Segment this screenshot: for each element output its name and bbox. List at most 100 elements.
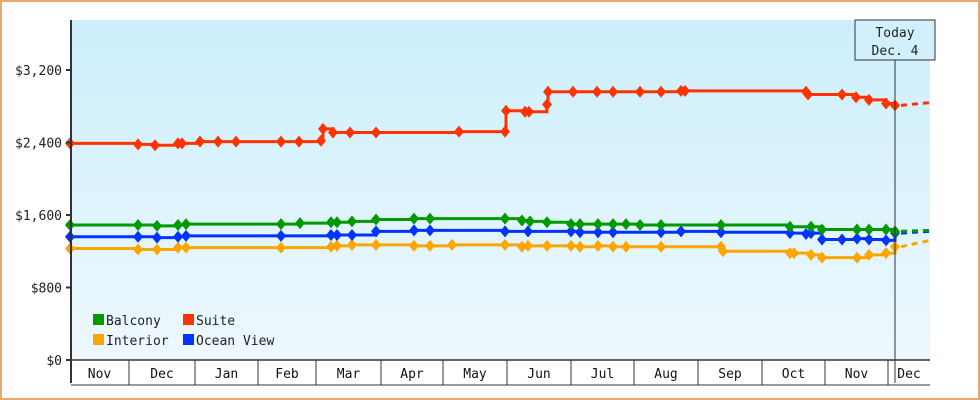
data-point-marker[interactable] — [806, 248, 816, 261]
data-point-marker[interactable] — [500, 212, 510, 225]
data-point-marker[interactable] — [656, 226, 666, 239]
data-point-marker[interactable] — [543, 85, 553, 98]
data-point-marker[interactable] — [517, 240, 527, 253]
data-point-marker[interactable] — [276, 218, 286, 231]
data-point-marker[interactable] — [152, 231, 162, 244]
data-point-marker[interactable] — [621, 218, 631, 231]
data-point-marker[interactable] — [656, 240, 666, 253]
data-point-marker[interactable] — [852, 251, 862, 264]
data-point-marker[interactable] — [575, 240, 585, 253]
data-point-marker[interactable] — [593, 239, 603, 252]
data-point-marker[interactable] — [213, 135, 223, 148]
data-point-marker[interactable] — [523, 239, 533, 252]
data-point-marker[interactable] — [566, 239, 576, 252]
data-point-marker[interactable] — [371, 238, 381, 251]
data-point-marker[interactable] — [409, 224, 419, 237]
data-point-marker[interactable] — [425, 239, 435, 252]
data-point-marker[interactable] — [656, 85, 666, 98]
legend-item-ocean-view[interactable]: Ocean View — [183, 334, 274, 349]
data-point-marker[interactable] — [837, 233, 847, 246]
data-point-marker[interactable] — [173, 230, 183, 243]
data-point-marker[interactable] — [716, 226, 726, 239]
data-point-marker[interactable] — [371, 126, 381, 139]
data-point-marker[interactable] — [332, 239, 342, 252]
data-point-marker[interactable] — [817, 223, 827, 236]
data-point-marker[interactable] — [177, 137, 187, 150]
data-point-marker[interactable] — [566, 225, 576, 238]
data-point-marker[interactable] — [425, 224, 435, 237]
data-point-marker[interactable] — [881, 234, 891, 247]
data-point-marker[interactable] — [173, 241, 183, 254]
data-point-marker[interactable] — [231, 135, 241, 148]
data-point-marker[interactable] — [345, 126, 355, 139]
data-point-marker[interactable] — [425, 212, 435, 225]
data-point-marker[interactable] — [575, 218, 585, 231]
data-point-marker[interactable] — [864, 223, 874, 236]
data-point-marker[interactable] — [542, 216, 552, 229]
data-point-marker[interactable] — [621, 240, 631, 253]
data-point-marker[interactable] — [881, 97, 891, 110]
data-point-marker[interactable] — [332, 228, 342, 241]
data-point-marker[interactable] — [718, 245, 728, 258]
data-point-marker[interactable] — [409, 212, 419, 225]
data-point-marker[interactable] — [881, 223, 891, 236]
data-point-marker[interactable] — [785, 220, 795, 233]
data-point-marker[interactable] — [173, 218, 183, 231]
data-point-marker[interactable] — [566, 218, 576, 231]
data-point-marker[interactable] — [152, 219, 162, 232]
data-point-marker[interactable] — [517, 214, 527, 227]
data-point-marker[interactable] — [181, 218, 191, 231]
data-point-marker[interactable] — [447, 238, 457, 251]
legend-item-suite[interactable]: Suite — [183, 314, 235, 329]
data-point-marker[interactable] — [332, 216, 342, 229]
data-point-marker[interactable] — [575, 226, 585, 239]
data-point-marker[interactable] — [837, 88, 847, 101]
data-point-marker[interactable] — [276, 241, 286, 254]
data-point-marker[interactable] — [852, 232, 862, 245]
data-point-marker[interactable] — [500, 225, 510, 238]
data-point-marker[interactable] — [295, 217, 305, 230]
data-point-marker[interactable] — [328, 126, 338, 139]
data-point-marker[interactable] — [593, 226, 603, 239]
data-point-marker[interactable] — [524, 105, 534, 118]
data-point-marker[interactable] — [318, 122, 328, 135]
data-point-marker[interactable] — [593, 218, 603, 231]
data-point-marker[interactable] — [181, 229, 191, 242]
data-point-marker[interactable] — [454, 125, 464, 138]
data-point-marker[interactable] — [133, 230, 143, 243]
data-point-marker[interactable] — [864, 93, 874, 106]
data-point-marker[interactable] — [347, 215, 357, 228]
data-point-marker[interactable] — [716, 218, 726, 231]
data-point-marker[interactable] — [817, 251, 827, 264]
data-point-marker[interactable] — [806, 227, 816, 240]
data-point-marker[interactable] — [371, 225, 381, 238]
data-point-marker[interactable] — [133, 243, 143, 256]
data-point-marker[interactable] — [635, 85, 645, 98]
data-point-marker[interactable] — [592, 85, 602, 98]
data-point-marker[interactable] — [864, 233, 874, 246]
data-point-marker[interactable] — [680, 84, 690, 97]
data-point-marker[interactable] — [409, 239, 419, 252]
data-point-marker[interactable] — [133, 138, 143, 151]
data-point-marker[interactable] — [608, 85, 618, 98]
data-point-marker[interactable] — [500, 238, 510, 251]
data-point-marker[interactable] — [195, 135, 205, 148]
data-point-marker[interactable] — [635, 218, 645, 231]
data-point-marker[interactable] — [851, 91, 861, 104]
data-point-marker[interactable] — [326, 228, 336, 241]
data-point-marker[interactable] — [608, 240, 618, 253]
data-point-marker[interactable] — [523, 225, 533, 238]
data-point-marker[interactable] — [656, 218, 666, 231]
data-point-marker[interactable] — [501, 104, 511, 117]
data-point-marker[interactable] — [864, 248, 874, 261]
data-point-marker[interactable] — [152, 243, 162, 256]
legend-item-balcony[interactable]: Balcony — [93, 314, 161, 329]
data-point-marker[interactable] — [326, 216, 336, 229]
data-point-marker[interactable] — [276, 135, 286, 148]
data-point-marker[interactable] — [371, 213, 381, 226]
data-point-marker[interactable] — [542, 239, 552, 252]
data-point-marker[interactable] — [789, 247, 799, 260]
legend-item-interior[interactable]: Interior — [93, 334, 169, 349]
data-point-marker[interactable] — [785, 227, 795, 240]
data-point-marker[interactable] — [852, 223, 862, 236]
